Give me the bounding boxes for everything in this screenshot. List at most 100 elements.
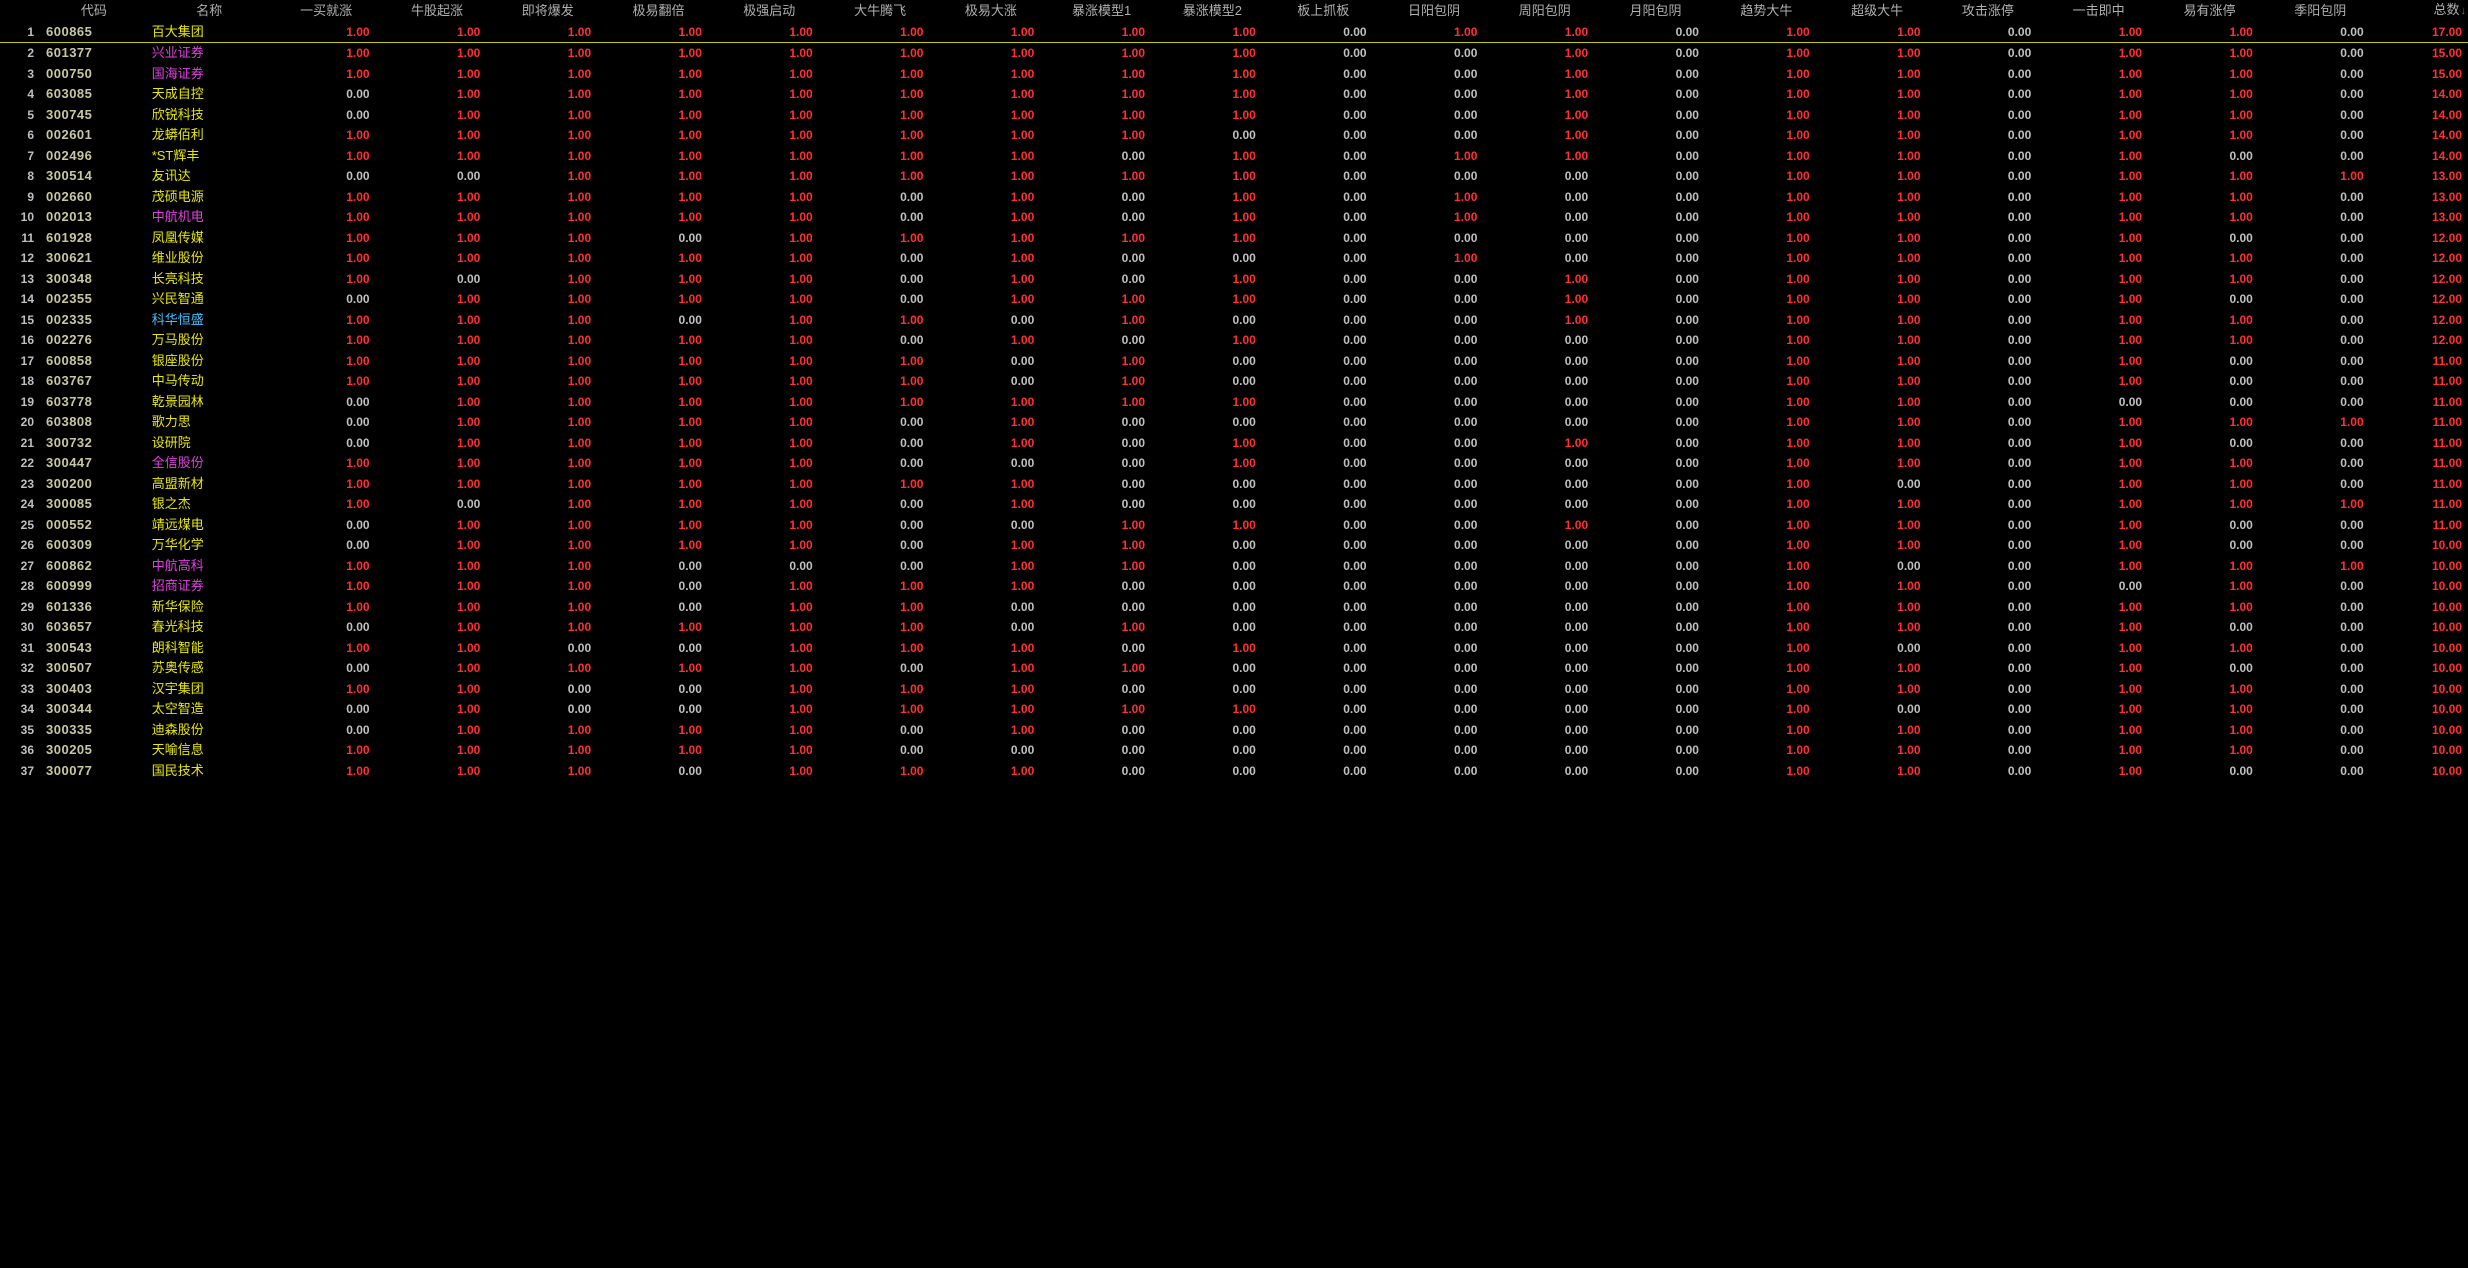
table-row[interactable]: 24300085银之杰1.000.001.001.001.000.001.000… [0, 494, 2468, 515]
header-col-14[interactable]: 超级大牛 [1822, 0, 1933, 22]
table-row[interactable]: 13300348长亮科技1.000.001.001.001.000.001.00… [0, 269, 2468, 290]
stock-code[interactable]: 603085 [40, 84, 148, 105]
header-name[interactable]: 名称 [148, 0, 271, 22]
stock-name[interactable]: 靖远煤电 [148, 515, 271, 536]
header-col-9[interactable]: 板上抓板 [1268, 0, 1379, 22]
stock-name[interactable]: 汉宇集团 [148, 679, 271, 700]
stock-code[interactable]: 300514 [40, 166, 148, 187]
header-total[interactable]: 总数↓ [2376, 0, 2468, 22]
stock-code[interactable]: 300732 [40, 433, 148, 454]
stock-name[interactable]: 中航机电 [148, 207, 271, 228]
stock-name[interactable]: *ST辉丰 [148, 146, 271, 167]
stock-name[interactable]: 乾景园林 [148, 392, 271, 413]
header-col-10[interactable]: 日阳包阴 [1379, 0, 1490, 22]
stock-code[interactable]: 002660 [40, 187, 148, 208]
stock-name[interactable]: 天喻信息 [148, 740, 271, 761]
stock-code[interactable]: 002601 [40, 125, 148, 146]
stock-name[interactable]: 万华化学 [148, 535, 271, 556]
stock-code[interactable]: 300344 [40, 699, 148, 720]
stock-name[interactable]: 高盟新材 [148, 474, 271, 495]
stock-code[interactable]: 300335 [40, 720, 148, 741]
table-row[interactable]: 4603085天成自控0.001.001.001.001.001.001.001… [0, 84, 2468, 105]
header-col-4[interactable]: 极强启动 [714, 0, 825, 22]
stock-code[interactable]: 002496 [40, 146, 148, 167]
header-col-3[interactable]: 极易翻倍 [603, 0, 714, 22]
stock-name[interactable]: 苏奥传感 [148, 658, 271, 679]
table-row[interactable]: 20603808歌力思0.001.001.001.001.000.001.000… [0, 412, 2468, 433]
stock-name[interactable]: 万马股份 [148, 330, 271, 351]
stock-code[interactable]: 300447 [40, 453, 148, 474]
header-col-12[interactable]: 月阳包阴 [1600, 0, 1711, 22]
table-row[interactable]: 6002601龙蟒佰利1.001.001.001.001.001.001.001… [0, 125, 2468, 146]
table-row[interactable]: 9002660茂硕电源1.001.001.001.001.000.001.000… [0, 187, 2468, 208]
table-row[interactable]: 25000552靖远煤电0.001.001.001.001.000.000.00… [0, 515, 2468, 536]
header-col-15[interactable]: 攻击涨停 [1933, 0, 2044, 22]
stock-code[interactable]: 300507 [40, 658, 148, 679]
stock-name[interactable]: 中马传动 [148, 371, 271, 392]
stock-code[interactable]: 300200 [40, 474, 148, 495]
table-row[interactable]: 8300514友讯达0.000.001.001.001.001.001.001.… [0, 166, 2468, 187]
table-row[interactable]: 3000750国海证券1.001.001.001.001.001.001.001… [0, 64, 2468, 85]
table-row[interactable]: 36300205天喻信息1.001.001.001.001.000.000.00… [0, 740, 2468, 761]
stock-code[interactable]: 300077 [40, 761, 148, 782]
stock-name[interactable]: 长亮科技 [148, 269, 271, 290]
stock-code[interactable]: 600865 [40, 22, 148, 43]
stock-name[interactable]: 歌力思 [148, 412, 271, 433]
stock-code[interactable]: 002335 [40, 310, 148, 331]
table-row[interactable]: 2601377兴业证券1.001.001.001.001.001.001.001… [0, 43, 2468, 64]
header-col-16[interactable]: 一击即中 [2043, 0, 2154, 22]
header-col-8[interactable]: 暴涨模型2 [1157, 0, 1268, 22]
stock-name[interactable]: 朗科智能 [148, 638, 271, 659]
stock-name[interactable]: 欣锐科技 [148, 105, 271, 126]
stock-name[interactable]: 中航高科 [148, 556, 271, 577]
header-col-17[interactable]: 易有涨停 [2154, 0, 2265, 22]
stock-code[interactable]: 000552 [40, 515, 148, 536]
table-row[interactable]: 23300200高盟新材1.001.001.001.001.001.001.00… [0, 474, 2468, 495]
table-row[interactable]: 27600862中航高科1.001.001.000.000.000.001.00… [0, 556, 2468, 577]
table-row[interactable]: 37300077国民技术1.001.001.000.001.001.001.00… [0, 761, 2468, 782]
header-col-13[interactable]: 趋势大牛 [1711, 0, 1822, 22]
stock-name[interactable]: 新华保险 [148, 597, 271, 618]
header-index[interactable] [0, 0, 40, 22]
stock-name[interactable]: 兴民智通 [148, 289, 271, 310]
stock-name[interactable]: 天成自控 [148, 84, 271, 105]
table-row[interactable]: 35300335迪森股份0.001.001.001.001.000.001.00… [0, 720, 2468, 741]
stock-code[interactable]: 600862 [40, 556, 148, 577]
table-row[interactable]: 18603767中马传动1.001.001.001.001.001.000.00… [0, 371, 2468, 392]
table-row[interactable]: 10002013中航机电1.001.001.001.001.000.001.00… [0, 207, 2468, 228]
table-row[interactable]: 32300507苏奥传感0.001.001.001.001.000.001.00… [0, 658, 2468, 679]
table-row[interactable]: 11601928凤凰传媒1.001.001.000.001.001.001.00… [0, 228, 2468, 249]
stock-code[interactable]: 300348 [40, 269, 148, 290]
header-col-7[interactable]: 暴涨模型1 [1046, 0, 1157, 22]
stock-name[interactable]: 茂硕电源 [148, 187, 271, 208]
table-row[interactable]: 30603657春光科技0.001.001.001.001.001.000.00… [0, 617, 2468, 638]
table-row[interactable]: 19603778乾景园林0.001.001.001.001.001.001.00… [0, 392, 2468, 413]
stock-code[interactable]: 300085 [40, 494, 148, 515]
stock-code[interactable]: 603767 [40, 371, 148, 392]
stock-name[interactable]: 凤凰传媒 [148, 228, 271, 249]
table-row[interactable]: 12300621维业股份1.001.001.001.001.000.001.00… [0, 248, 2468, 269]
stock-name[interactable]: 银之杰 [148, 494, 271, 515]
table-row[interactable]: 28600999招商证券1.001.001.000.001.001.001.00… [0, 576, 2468, 597]
stock-name[interactable]: 国民技术 [148, 761, 271, 782]
stock-name[interactable]: 设研院 [148, 433, 271, 454]
stock-name[interactable]: 全信股份 [148, 453, 271, 474]
stock-name[interactable]: 国海证券 [148, 64, 271, 85]
stock-code[interactable]: 300403 [40, 679, 148, 700]
stock-code[interactable]: 002355 [40, 289, 148, 310]
stock-name[interactable]: 兴业证券 [148, 43, 271, 64]
stock-code[interactable]: 601336 [40, 597, 148, 618]
table-row[interactable]: 17600858银座股份1.001.001.001.001.001.000.00… [0, 351, 2468, 372]
stock-code[interactable]: 300621 [40, 248, 148, 269]
stock-code[interactable]: 603657 [40, 617, 148, 638]
stock-name[interactable]: 科华恒盛 [148, 310, 271, 331]
stock-name[interactable]: 龙蟒佰利 [148, 125, 271, 146]
header-col-6[interactable]: 极易大涨 [935, 0, 1046, 22]
table-row[interactable]: 31300543朗科智能1.001.000.000.001.001.001.00… [0, 638, 2468, 659]
stock-code[interactable]: 600309 [40, 535, 148, 556]
table-row[interactable]: 5300745欣锐科技0.001.001.001.001.001.001.001… [0, 105, 2468, 126]
stock-name[interactable]: 友讯达 [148, 166, 271, 187]
stock-name[interactable]: 太空智造 [148, 699, 271, 720]
table-row[interactable]: 21300732设研院0.001.001.001.001.000.001.000… [0, 433, 2468, 454]
stock-name[interactable]: 银座股份 [148, 351, 271, 372]
